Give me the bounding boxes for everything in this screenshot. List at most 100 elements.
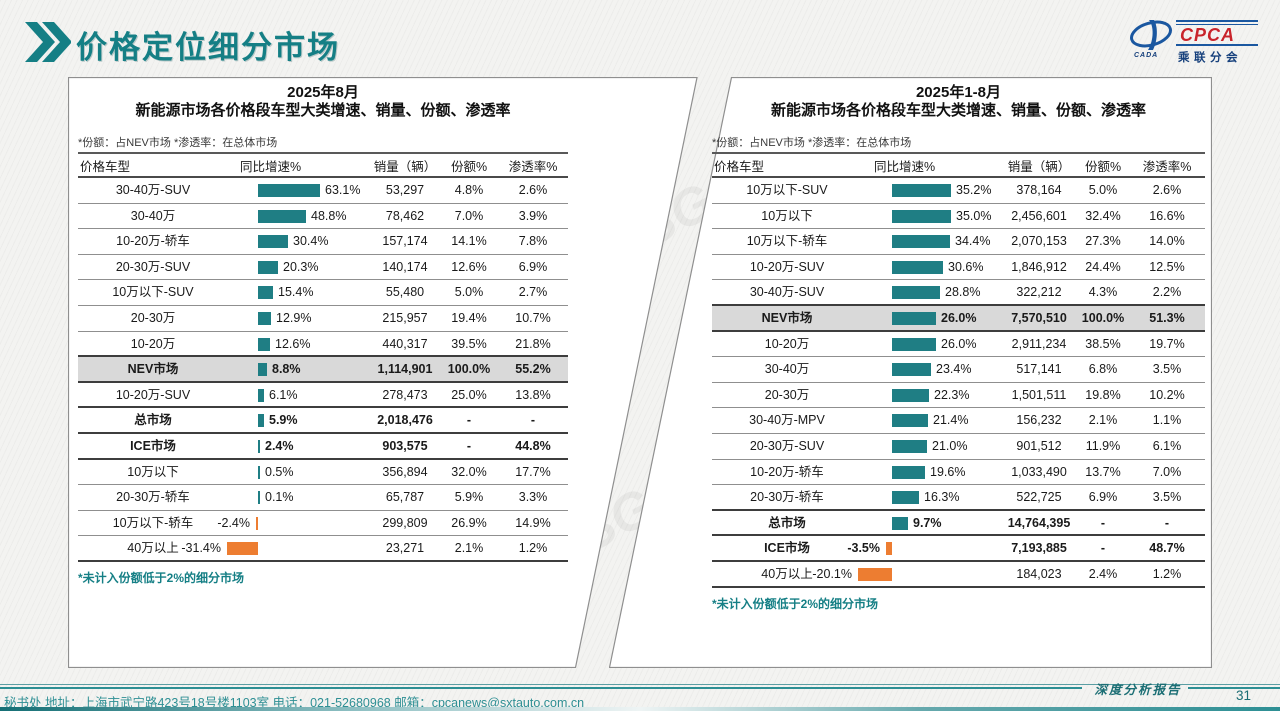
chevron-icon xyxy=(25,22,71,62)
penetration-value: 2.6% xyxy=(518,183,548,197)
table-row: 30-40万-SUV 63.1% 53,297 4.8% 2.6% xyxy=(78,178,568,204)
penetration-value: 12.5% xyxy=(1149,259,1185,274)
row-label: 30-40万-SUV xyxy=(749,285,825,300)
share-value: 5.0% xyxy=(454,285,484,300)
right-panel: 2025年1-8月 新能源市场各价格段车型大类增速、销量、份额、渗透率 *份额：… xyxy=(609,77,1212,668)
growth-bar xyxy=(892,235,950,249)
share-value: 26.9% xyxy=(451,515,487,530)
sales-value: 2,070,153 xyxy=(1011,234,1067,249)
logo-oval-label: CADA xyxy=(1134,52,1159,59)
penetration-value: 6.1% xyxy=(1152,438,1182,453)
footer-divider xyxy=(0,684,1280,685)
footer-divider xyxy=(0,687,1082,689)
penetration-value: 14.0% xyxy=(1149,234,1185,249)
sales-value: 215,957 xyxy=(382,310,428,325)
growth-value: 2.4% xyxy=(265,438,294,453)
growth-value: 8.8% xyxy=(272,362,301,377)
table-row: 20-30万-SUV 20.3% 140,174 12.6% 6.9% xyxy=(78,255,568,281)
row-label: 10-20万-SUV xyxy=(115,387,191,402)
growth-value: 30.4% xyxy=(293,234,329,249)
growth-value: -3.5% xyxy=(847,541,880,556)
growth-value: 12.6% xyxy=(275,336,311,351)
growth-value: 16.3% xyxy=(924,490,960,505)
penetration-value: 21.8% xyxy=(515,336,551,351)
footer-divider xyxy=(1188,687,1280,689)
share-value: 5.9% xyxy=(454,490,484,505)
share-value: - xyxy=(466,438,472,453)
share-value: 12.6% xyxy=(451,259,487,274)
growth-bar xyxy=(892,311,936,325)
penetration-value: - xyxy=(1164,515,1170,530)
table-row: 30-40万 23.4% 517,141 6.8% 3.5% xyxy=(712,357,1205,383)
table-row: 总市场 9.7% 14,764,395 - - xyxy=(712,511,1205,537)
table-row: NEV市场 8.8% 1,114,901 100.0% 55.2% xyxy=(78,357,568,383)
growth-bar xyxy=(227,542,258,556)
penetration-value: 7.8% xyxy=(518,234,548,249)
penetration-value: 1.2% xyxy=(518,541,548,556)
share-value: 19.8% xyxy=(1085,387,1121,402)
penetration-value: 2.2% xyxy=(1152,285,1182,300)
table-row: 10-20万-SUV 30.6% 1,846,912 24.4% 12.5% xyxy=(712,255,1205,281)
page-title: 价格定位细分市场 xyxy=(76,30,340,65)
panel-title-line1: 2025年1-8月 xyxy=(915,84,1002,101)
growth-value: 26.0% xyxy=(941,310,977,325)
share-value: 4.3% xyxy=(1088,285,1118,300)
sales-value: 378,164 xyxy=(1016,183,1062,197)
growth-value: 0.1% xyxy=(265,490,294,505)
growth-bar xyxy=(258,337,270,351)
growth-bar xyxy=(258,491,260,505)
row-label: ICE市场 xyxy=(764,541,810,556)
penetration-value: 44.8% xyxy=(515,438,551,453)
sales-value: 517,141 xyxy=(1016,362,1062,377)
growth-bar xyxy=(258,209,306,223)
table-row: ICE市场 -3.5% 7,193,885 - 48.7% xyxy=(712,536,1205,562)
growth-bar xyxy=(892,337,936,351)
share-value: 39.5% xyxy=(451,336,487,351)
growth-bar xyxy=(892,184,951,197)
sales-value: 278,473 xyxy=(382,387,428,402)
table-row: 10-20万 26.0% 2,911,234 38.5% 19.7% xyxy=(712,332,1205,358)
growth-value: 28.8% xyxy=(945,285,981,300)
data-table: 价格车型 同比增速% 销量（辆） 份额% 渗透率% 10万以下-SUV 35.2%… xyxy=(712,152,1205,588)
growth-bar xyxy=(258,414,264,428)
table-row: 30-40万-MPV 21.4% 156,232 2.1% 1.1% xyxy=(712,408,1205,434)
row-label: ICE市场 xyxy=(130,438,176,453)
growth-bar xyxy=(892,363,931,377)
sales-value: 55,480 xyxy=(385,285,425,300)
row-label: 10万以下 xyxy=(127,464,179,479)
sales-value: 184,023 xyxy=(1016,566,1062,581)
sales-value: 2,018,476 xyxy=(377,413,433,428)
growth-value: 23.4% xyxy=(936,362,972,377)
penetration-value: 6.9% xyxy=(518,259,548,274)
table-row: 40万以上 -20.1% 184,023 2.4% 1.2% xyxy=(712,562,1205,588)
row-label: 10-20万-轿车 xyxy=(750,464,824,479)
growth-bar xyxy=(258,184,320,197)
sales-value: 299,809 xyxy=(382,515,428,530)
row-label: 10万以下-SUV xyxy=(746,183,828,197)
sales-value: 78,462 xyxy=(385,208,425,223)
growth-value: -2.4% xyxy=(217,515,250,530)
table-row: 30-40万 48.8% 78,462 7.0% 3.9% xyxy=(78,204,568,230)
slide-header: 价格定位细分市场 CADA CPCA 乘联分会 xyxy=(0,0,1280,72)
growth-bar xyxy=(892,491,919,505)
column-header-sales: 销量（辆） xyxy=(373,160,437,174)
sales-value: 1,114,901 xyxy=(377,362,433,377)
growth-value: 26.0% xyxy=(941,336,977,351)
growth-bar xyxy=(892,516,908,530)
panel-title: 2025年8月 新能源市场各价格段车型大类增速、销量、份额、渗透率 xyxy=(78,84,568,120)
column-header-penetration: 渗透率% xyxy=(508,160,558,174)
share-value: 19.4% xyxy=(451,310,487,325)
growth-bar xyxy=(258,465,260,479)
share-value: - xyxy=(1100,541,1106,556)
share-value: 5.0% xyxy=(1088,183,1118,197)
growth-value: 34.4% xyxy=(955,234,991,249)
sales-value: 156,232 xyxy=(1016,413,1062,428)
table-header-row: 价格车型 同比增速% 销量（辆） 份额% 渗透率% xyxy=(712,152,1205,178)
row-label: NEV市场 xyxy=(127,362,179,377)
growth-bar xyxy=(892,286,940,300)
growth-value: 63.1% xyxy=(325,183,361,197)
panel-note: *份额：占NEV市场 *渗透率：在总体市场 xyxy=(78,137,278,149)
penetration-value: 7.0% xyxy=(1152,464,1182,479)
sales-value: 1,846,912 xyxy=(1011,259,1067,274)
row-label: 10万以下-轿车 xyxy=(746,234,828,249)
